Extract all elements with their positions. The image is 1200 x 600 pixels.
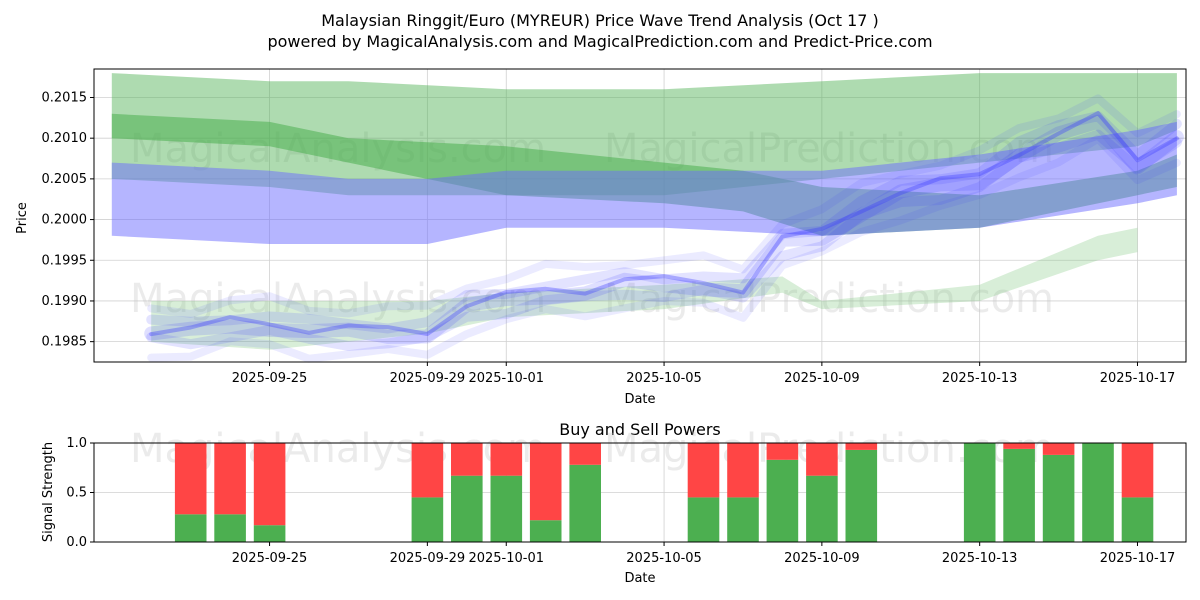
sell-bar xyxy=(1121,443,1154,498)
price-path-layer xyxy=(144,114,1184,344)
sell-bar xyxy=(766,443,799,460)
price-path-layer xyxy=(149,111,1179,337)
sell-bar xyxy=(253,443,286,526)
x-tick-label: 2025-10-09 xyxy=(784,551,860,566)
x-tick-label: 2025-10-05 xyxy=(626,551,702,566)
sell-bar xyxy=(569,443,601,465)
x-tick-label: 2025-09-29 xyxy=(390,551,466,566)
x-tick-label: 2025-10-13 xyxy=(942,551,1018,566)
x-tick-label: 2025-10-09 xyxy=(784,371,860,386)
signal-panel: Buy and Sell Powers MagicalAnalysis.com … xyxy=(41,420,1187,586)
y-tick-label: 0.2010 xyxy=(42,131,88,146)
buy-bar xyxy=(1121,497,1154,542)
sell-bar xyxy=(174,443,207,515)
price-y-axis: 0.1985 0.1990 0.1995 0.2000 0.2005 0.2010 0.20… xyxy=(42,90,94,350)
x-tick-label: 2025-10-17 xyxy=(1100,371,1176,386)
buy-bar xyxy=(253,525,286,542)
sell-bar xyxy=(806,443,838,476)
y-tick-label: 0.1995 xyxy=(42,253,88,268)
buy-bar xyxy=(766,459,799,542)
sell-bar xyxy=(1003,443,1035,449)
sell-bar xyxy=(411,443,444,498)
y-tick-label: 0.2000 xyxy=(42,213,88,228)
signal-y-axis: 0.0 0.5 1.0 xyxy=(66,436,94,550)
signal-x-axis-label: Date xyxy=(624,571,655,586)
y-tick-label: 0.2005 xyxy=(42,172,88,187)
y-tick-label: 1.0 xyxy=(66,436,87,451)
x-tick-label: 2025-10-17 xyxy=(1100,551,1176,566)
buy-bar xyxy=(1082,443,1114,542)
y-tick-label: 0.2015 xyxy=(42,90,88,105)
sell-bar xyxy=(687,443,720,498)
price-path-layer xyxy=(146,129,1182,351)
x-tick-label: 2025-09-29 xyxy=(390,371,466,386)
x-tick-label: 2025-09-25 xyxy=(232,551,308,566)
signal-y-axis-label: Signal Strength xyxy=(41,442,56,542)
sell-bar xyxy=(1042,443,1075,455)
signal-x-axis: 2025-09-25 2025-09-29 2025-10-01 2025-10-05… xyxy=(232,542,1175,566)
blue-band xyxy=(111,121,1177,244)
sell-bar xyxy=(727,443,759,498)
x-tick-label: 2025-10-05 xyxy=(626,371,702,386)
watermark-prediction-mid: MagicalPrediction.com xyxy=(604,276,1054,322)
buy-bar xyxy=(214,514,246,542)
x-tick-label: 2025-09-25 xyxy=(232,371,308,386)
buy-bar xyxy=(727,497,759,542)
y-tick-label: 0.0 xyxy=(66,535,87,550)
signal-panel-title: Buy and Sell Powers xyxy=(559,420,721,439)
y-tick-label: 0.5 xyxy=(66,486,87,501)
faint-green-wave xyxy=(151,227,1138,350)
x-tick-label: 2025-10-13 xyxy=(942,371,1018,386)
y-tick-label: 0.1990 xyxy=(42,294,88,309)
watermark-analysis-mid: MagicalAnalysis.com xyxy=(130,276,546,322)
price-panel: MagicalAnalysis.com MagicalPrediction.co… xyxy=(15,68,1187,407)
buy-bar xyxy=(806,475,838,542)
x-tick-label: 2025-10-01 xyxy=(468,371,544,386)
price-x-axis-label: Date xyxy=(624,392,655,407)
sell-bar xyxy=(490,443,523,476)
buy-bar xyxy=(451,475,483,542)
buy-bar xyxy=(529,520,562,542)
price-x-axis: 2025-09-25 2025-09-29 2025-10-01 2025-10-05… xyxy=(232,362,1175,386)
buy-bar xyxy=(490,475,523,542)
price-path-layer xyxy=(147,94,1181,318)
buy-bar xyxy=(963,443,996,542)
price-path-layer xyxy=(147,134,1181,363)
price-series xyxy=(111,73,1184,363)
sell-bar xyxy=(451,443,483,476)
price-path-layer xyxy=(146,111,1182,334)
chart-title: Malaysian Ringgit/Euro (MYREUR) Price Wa… xyxy=(321,11,879,30)
buy-bar xyxy=(1003,448,1035,542)
sell-bar xyxy=(214,443,246,515)
signal-bars xyxy=(174,443,1154,542)
buy-bar xyxy=(411,497,444,542)
buy-bar xyxy=(569,464,601,542)
y-tick-label: 0.1985 xyxy=(42,335,88,350)
buy-bar xyxy=(845,449,878,542)
buy-bar xyxy=(687,497,720,542)
price-y-axis-label: Price xyxy=(15,202,30,234)
sell-bar xyxy=(529,443,562,521)
sell-bar xyxy=(845,443,878,450)
chart-subtitle: powered by MagicalAnalysis.com and Magic… xyxy=(267,32,932,51)
buy-bar xyxy=(1042,454,1075,542)
price-plot-frame xyxy=(93,68,1187,363)
buy-bar xyxy=(174,514,207,542)
x-tick-label: 2025-10-01 xyxy=(468,551,544,566)
